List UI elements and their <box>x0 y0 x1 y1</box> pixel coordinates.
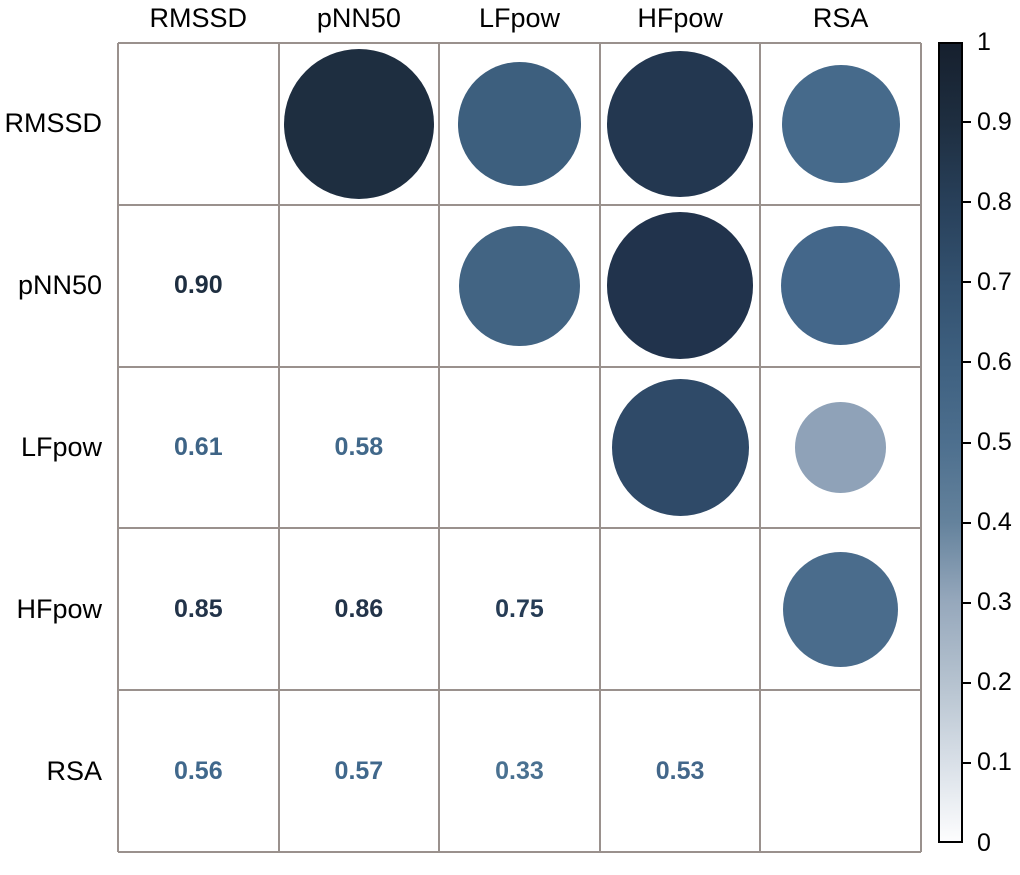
column-header-HFpow: HFpow <box>637 2 723 33</box>
colorbar-tick <box>963 441 971 444</box>
colorbar-tick <box>963 281 971 284</box>
correlation-value-HFpow-RMSSD: 0.85 <box>173 594 223 623</box>
correlation-circle-pNN50-LFpow <box>459 225 580 346</box>
correlation-circle-pNN50-RSA <box>781 226 901 346</box>
colorbar-label-0.5: 0.5 <box>977 428 1012 456</box>
correlation-value-RSA-pNN50: 0.57 <box>334 756 384 785</box>
correlation-value-RSA-RMSSD: 0.56 <box>173 756 223 785</box>
grid-line-horizontal <box>118 203 921 206</box>
column-header-LFpow: LFpow <box>478 2 560 33</box>
grid-line-vertical <box>438 43 441 852</box>
colorbar-label-0: 0 <box>977 828 991 857</box>
correlation-circle-pNN50-HFpow <box>606 212 754 359</box>
colorbar-label-0.7: 0.7 <box>977 267 1012 296</box>
column-header-RMSSD: RMSSD <box>149 2 248 33</box>
correlation-value-RSA-HFpow: 0.53 <box>655 756 705 785</box>
row-label-pNN50: pNN50 <box>17 270 102 301</box>
grid-line-horizontal <box>118 365 921 368</box>
grid-line-horizontal <box>118 42 921 44</box>
correlation-circle-HFpow-RSA <box>783 551 899 667</box>
colorbar-label-0.4: 0.4 <box>977 508 1012 537</box>
row-label-HFpow: HFpow <box>16 593 102 624</box>
correlation-value-LFpow-RMSSD: 0.61 <box>173 432 223 461</box>
correlation-circle-RMSSD-HFpow <box>607 51 753 197</box>
correlation-circle-LFpow-RSA <box>795 402 887 493</box>
column-header-pNN50: pNN50 <box>316 2 401 33</box>
row-label-LFpow: LFpow <box>20 431 102 462</box>
colorbar-label-0.1: 0.1 <box>977 748 1012 777</box>
correlation-value-HFpow-pNN50: 0.86 <box>334 594 384 623</box>
colorbar-tick <box>963 521 971 524</box>
colorbar-tick <box>963 681 971 684</box>
correlation-value-pNN50-RMSSD: 0.90 <box>173 271 223 300</box>
grid-line-vertical <box>117 43 119 852</box>
column-header-RSA: RSA <box>812 2 869 33</box>
correlation-value-RSA-LFpow: 0.33 <box>495 756 544 785</box>
grid-line-horizontal <box>118 689 921 692</box>
colorbar-label-0.9: 0.9 <box>977 107 1012 136</box>
colorbar-label-0.8: 0.8 <box>977 187 1012 216</box>
colorbar-label-0.6: 0.6 <box>977 347 1012 376</box>
grid-line-vertical <box>759 43 762 852</box>
correlation-circle-LFpow-HFpow <box>611 379 749 516</box>
correlation-circle-RMSSD-RSA <box>781 64 900 184</box>
grid-line-vertical <box>598 43 601 852</box>
colorbar-label-0.2: 0.2 <box>977 668 1012 697</box>
colorbar <box>938 42 963 843</box>
row-label-RMSSD: RMSSD <box>4 108 102 139</box>
correlation-circle-RMSSD-LFpow <box>457 62 582 186</box>
grid-line-vertical <box>277 43 280 852</box>
correlation-value-HFpow-LFpow: 0.75 <box>495 594 544 623</box>
colorbar-tick <box>963 601 971 604</box>
correlation-value-LFpow-pNN50: 0.58 <box>334 432 384 461</box>
colorbar-tick <box>963 121 971 124</box>
grid-line-horizontal <box>118 851 921 853</box>
correlation-circle-RMSSD-pNN50 <box>283 48 434 199</box>
colorbar-tick <box>963 361 971 364</box>
grid-line-horizontal <box>118 527 921 530</box>
colorbar-label-0.3: 0.3 <box>977 588 1012 617</box>
colorbar-label-1: 1 <box>977 27 991 56</box>
grid-line-vertical <box>920 43 922 852</box>
row-label-RSA: RSA <box>46 755 102 786</box>
colorbar-tick <box>963 761 971 764</box>
colorbar-tick <box>963 201 971 204</box>
